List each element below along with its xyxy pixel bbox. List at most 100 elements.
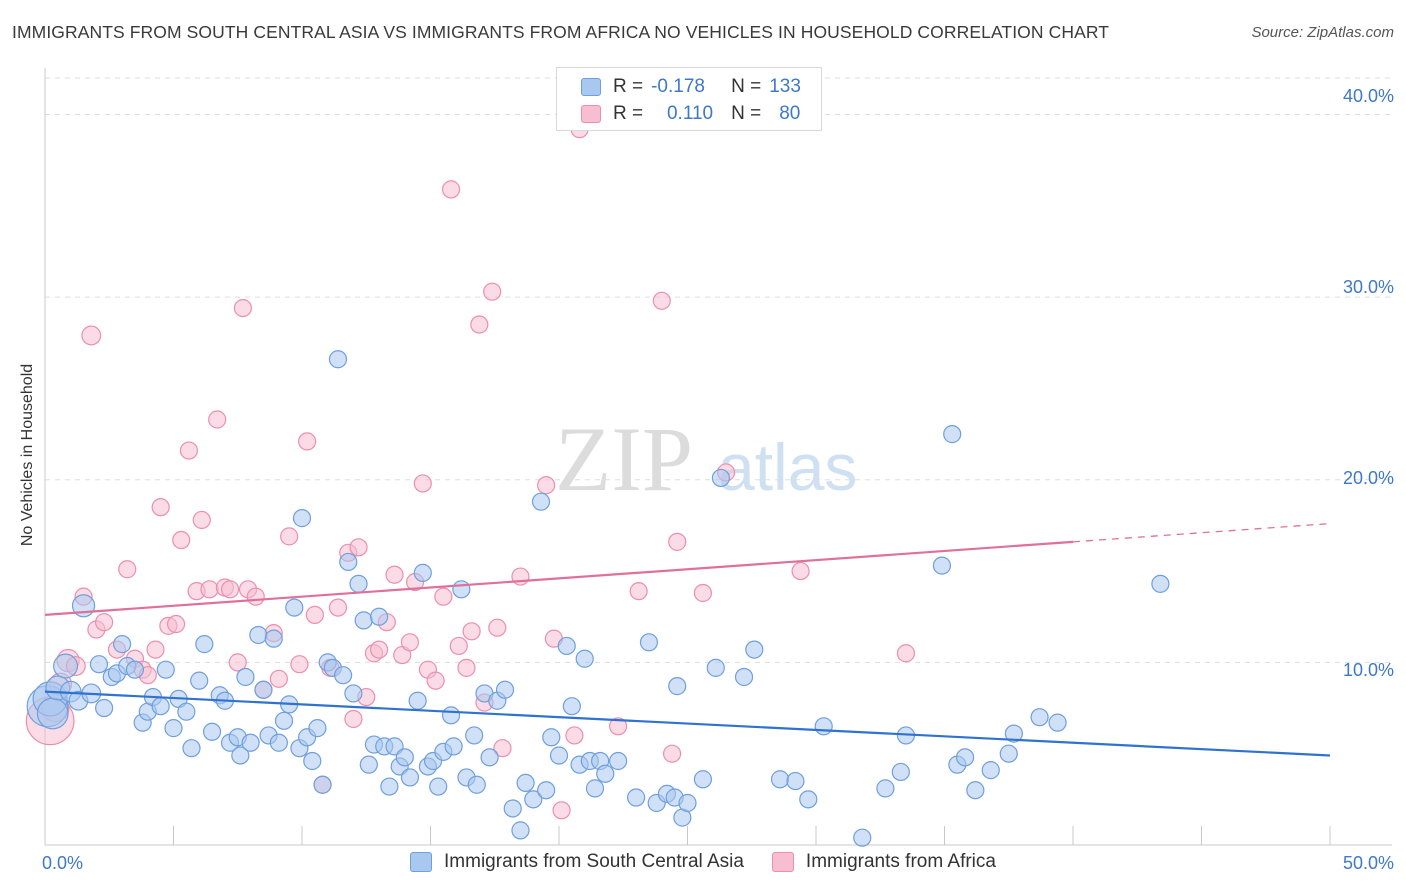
watermark-atlas: atlas [718,430,857,504]
south-central-asia-point [264,629,283,648]
south-central-asia-point [542,728,561,747]
south-central-asia-point [53,653,79,679]
south-central-asia-point [303,751,322,771]
y-tick-label: 40.0% [1342,86,1394,106]
south-central-asia-point [480,748,499,767]
africa-point [246,587,265,606]
legend-row-pink: R = 0.110 N = 80 [581,102,800,126]
south-central-asia-point [876,779,895,798]
trend-lines [44,522,1331,757]
south-central-asia-point [344,684,363,703]
africa-trend-extension [1072,522,1331,543]
south-central-asia-point [195,635,214,654]
south-central-asia-point [1048,713,1067,732]
y-axis-label: No Vehicles in Household [19,363,36,547]
legend-swatch-blue [581,78,601,96]
south-central-asia-point [503,799,522,818]
africa-point [609,717,628,736]
south-central-asia-point [413,563,432,582]
africa-point [280,527,299,546]
south-central-asia-point [966,781,985,800]
south-central-asia-point [639,633,659,652]
legend-row-blue: R = -0.178 N = 133 [581,75,801,99]
south-central-asia-point [400,768,420,787]
south-central-asia-point [537,781,556,800]
south-central-asia-point [395,748,414,767]
south-central-asia-point [891,762,910,782]
south-central-asia-point [112,635,132,654]
africa-point [166,614,186,634]
south-central-asia-point [182,739,201,758]
south-central-asia-point [596,764,615,783]
south-central-asia-point [36,697,69,730]
south-central-asia-point [1004,724,1023,743]
africa-point [81,325,102,346]
south-central-asia-point [339,552,358,572]
south-central-asia-point [734,667,754,687]
south-central-asia-point [429,777,448,796]
south-central-asia-point [1151,574,1170,593]
south-central-asia-point [678,793,697,813]
legend-item-africa[interactable]: Immigrants from Africa [771,851,996,873]
south-central-asia-point [799,790,818,809]
watermark: ZIP atlas [555,408,857,510]
legend-swatch-pink [771,852,794,872]
series-south-central-asia-points [26,350,1170,847]
africa-trend-line [44,540,1074,616]
legend-item-south-central-asia[interactable]: Immigrants from South Central Asia [410,851,744,873]
south-central-asia-point [814,717,833,736]
south-central-asia-point [285,598,304,617]
africa-point [668,532,687,551]
south-central-asia-point [511,821,530,840]
south-central-asia-point [524,790,543,809]
legend-label: Immigrants from South Central Asia [444,851,744,872]
africa-point [483,282,502,301]
south-central-asia-point [444,737,463,756]
legend-swatch-pink [581,105,601,123]
south-central-asia-point [249,625,268,645]
south-central-asia-point [465,726,484,745]
south-central-asia-point [95,698,114,718]
africa-point [269,669,288,688]
correlation-legend: R = -0.178 N = 133 R = 0.110 N = 80 [556,67,822,131]
south-central-asia-point [125,660,145,679]
south-central-asia-point [770,770,790,789]
south-central-asia-point [853,828,872,847]
legend-n-value: 80 [779,103,801,124]
africa-point [146,640,165,659]
africa-point [349,538,368,557]
south-central-asia-point [349,574,368,593]
south-central-asia-point [585,779,605,798]
south-central-asia-point [380,777,399,796]
south-central-asia-point [467,775,486,794]
africa-point [434,587,453,606]
africa-point [896,644,916,663]
south-central-asia-point [943,425,962,444]
africa-point [400,633,420,652]
africa-point [470,315,489,334]
africa-point [629,582,648,601]
africa-point [290,655,309,674]
south-central-asia-point [408,691,427,710]
south-central-asia-point [254,680,273,699]
south-central-asia-point [313,775,332,794]
africa-point [305,605,324,625]
africa-point [233,299,252,318]
south-central-asia-point [236,667,255,687]
x-tick-label-end: 50.0% [1342,853,1394,873]
africa-point [457,658,476,677]
africa-point [95,613,114,632]
x-tick-label-start: 0.0% [42,853,84,873]
legend-label: Immigrants from Africa [805,851,996,872]
south-central-asia-point [354,611,373,630]
south-central-asia-point [359,755,378,774]
chart-title: IMMIGRANTS FROM SOUTH CENTRAL ASIA VS IM… [12,22,1110,42]
africa-point [200,580,219,599]
south-central-asia-point [370,607,389,626]
south-central-asia-point [452,580,471,599]
africa-point [370,640,389,659]
legend-n-value: 133 [769,76,801,97]
africa-point [192,510,211,530]
africa-point [344,709,363,729]
